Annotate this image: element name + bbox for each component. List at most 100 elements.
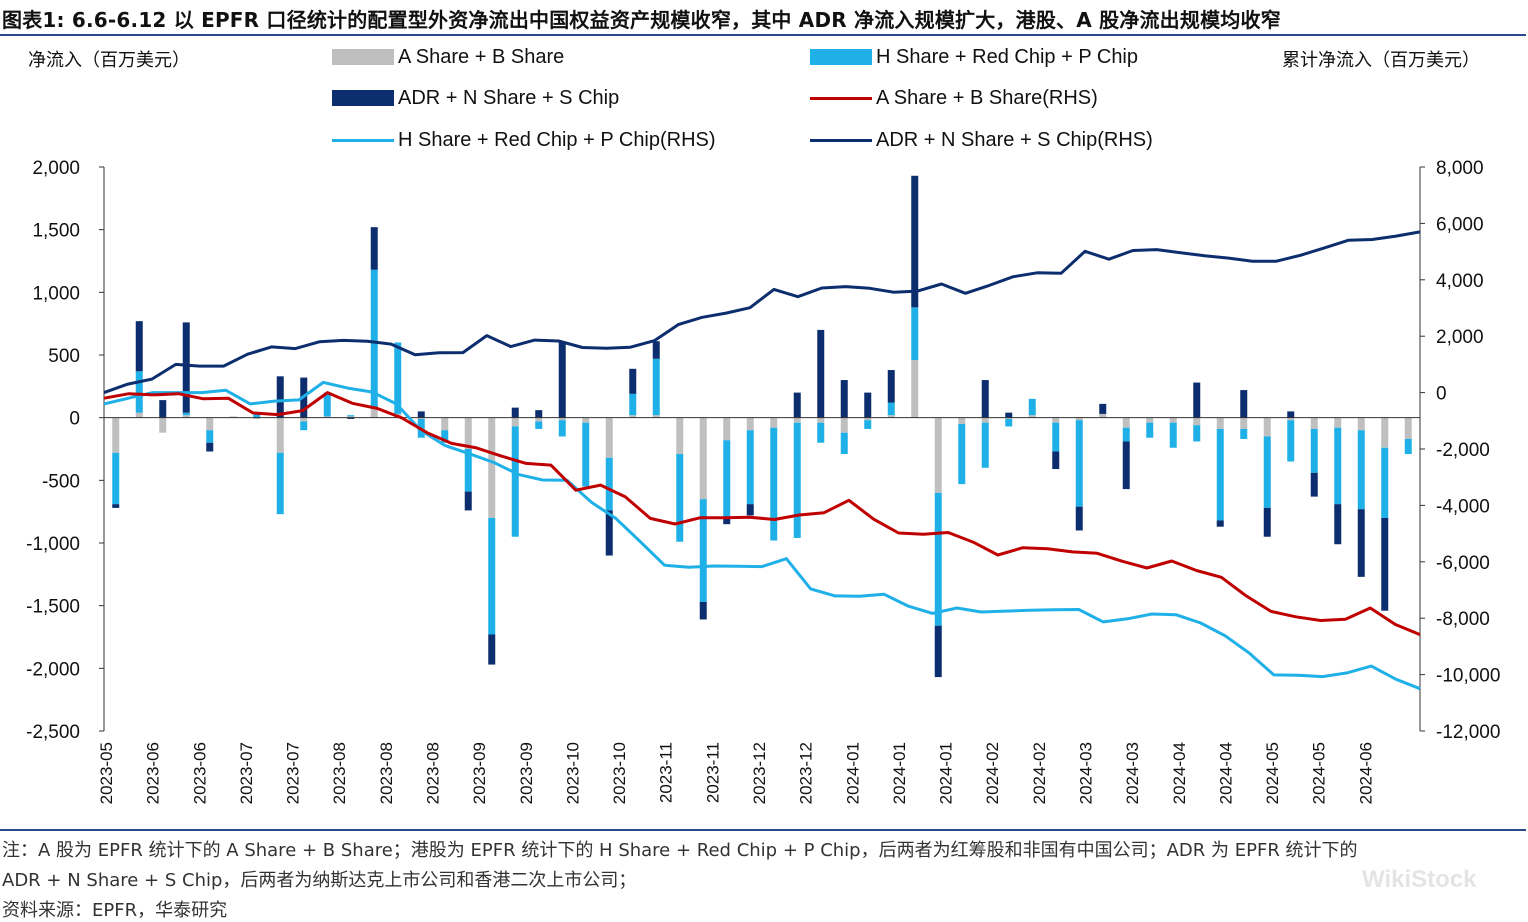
bar-h-share — [535, 421, 543, 429]
right-tick-label: 2,000 — [1436, 327, 1484, 348]
bar-h-share — [1005, 418, 1013, 427]
legend-label-a-share-rhs: A Share + B Share(RHS) — [876, 86, 1098, 109]
x-tick-label: 2024-04 — [1216, 742, 1235, 804]
x-tick-label: 2024-02 — [983, 742, 1002, 804]
bar-h-share — [770, 427, 778, 541]
bar-adr — [1310, 472, 1318, 497]
bar-a-share — [1146, 417, 1154, 423]
bar-adr — [1263, 507, 1271, 537]
bar-a-share — [253, 417, 261, 419]
bar-h-share — [676, 454, 684, 542]
bar-adr — [112, 504, 120, 508]
bar-a-share — [1240, 417, 1248, 429]
x-tick-label: 2023-12 — [797, 742, 816, 804]
bar-a-share — [1287, 417, 1295, 421]
bar-adr — [1381, 517, 1389, 611]
bar-adr — [1005, 412, 1013, 418]
x-tick-label: 2023-08 — [330, 742, 349, 804]
bar-a-share — [323, 416, 331, 418]
legend-swatch-h-share-rhs — [332, 138, 394, 142]
source-note: 资料来源：EPFR，华泰研究 — [2, 900, 228, 921]
right-tick-label: -4,000 — [1436, 496, 1490, 517]
x-tick-label: 2024-03 — [1077, 742, 1096, 804]
bar-a-share — [934, 417, 942, 493]
legend-swatch-adr — [332, 90, 394, 106]
bar-h-share — [699, 499, 707, 602]
x-tick-label: 2024-04 — [1170, 742, 1189, 804]
bar-a-share — [958, 417, 966, 424]
bar-a-share — [511, 417, 519, 427]
right-tick-label: -8,000 — [1436, 609, 1490, 630]
bar-a-share — [1005, 417, 1013, 419]
bar-a-share — [1357, 417, 1365, 431]
bar-a-share — [441, 417, 449, 431]
x-tick-label: 2024-05 — [1263, 742, 1282, 804]
x-tick-label: 2023-10 — [563, 742, 582, 804]
line-h-share-red-chip-p-chip-rhs — [103, 380, 1421, 691]
x-tick-label: 2024-02 — [1030, 742, 1049, 804]
left-tick-label: -1,000 — [26, 534, 80, 555]
bar-h-share — [558, 420, 566, 437]
bar-a-share — [464, 417, 472, 449]
right-tick-label: 6,000 — [1436, 214, 1484, 235]
right-tick-label: 8,000 — [1436, 158, 1484, 179]
bar-adr — [911, 175, 919, 308]
bar-adr — [135, 321, 143, 372]
bar-h-share — [981, 422, 989, 468]
x-tick-label: 2023-09 — [470, 742, 489, 804]
x-tick-label: 2024-01 — [843, 742, 862, 804]
title-bar: 图表1: 6.6-6.12 以 EPFR 口径统计的配置型外资净流出中国权益资产… — [0, 0, 1526, 36]
bar-h-share — [582, 422, 590, 487]
note-line-2: ADR + N Share + S Chip，后两者为纳斯达克上市公司和香港二次… — [2, 870, 637, 891]
bar-a-share — [1122, 417, 1130, 428]
bar-h-share — [934, 492, 942, 626]
bar-h-share — [1028, 398, 1036, 416]
bar-h-share — [464, 449, 472, 492]
bar-a-share — [206, 417, 214, 431]
bar-h-share — [652, 358, 660, 416]
bar-a-share — [911, 360, 919, 418]
legend-item-h-share-rhs: H Share + Red Chip + P Chip(RHS) — [332, 128, 716, 152]
left-tick-label: 0 — [69, 409, 80, 430]
bar-adr — [1287, 411, 1295, 418]
bar-h-share — [746, 430, 754, 505]
bar-h-share — [276, 452, 284, 515]
note-line-1: 注：A 股为 EPFR 统计下的 A Share + B Share；港股为 E… — [2, 840, 1358, 861]
x-tick-label: 2023-08 — [377, 742, 396, 804]
legend-swatch-adr-rhs — [810, 138, 872, 142]
bar-a-share — [535, 417, 543, 422]
bar-h-share — [887, 402, 895, 416]
bar-a-share — [770, 417, 778, 428]
legend-label-adr: ADR + N Share + S Chip — [398, 86, 620, 109]
right-tick-label: -10,000 — [1436, 666, 1500, 687]
legend-swatch-a-share — [332, 49, 394, 65]
bar-h-share — [112, 452, 120, 505]
right-axis-unit: 累计净流入（百万美元） — [1282, 50, 1480, 71]
bar-a-share — [746, 417, 754, 431]
bar-a-share — [135, 412, 143, 418]
bar-h-share — [958, 423, 966, 485]
bar-a-share — [981, 417, 989, 423]
legend-item-adr-rhs: ADR + N Share + S Chip(RHS) — [810, 128, 1153, 152]
bar-h-share — [1052, 422, 1060, 452]
bar-h-share — [323, 392, 331, 417]
bar-a-share — [229, 416, 237, 418]
bar-a-share — [1263, 417, 1271, 437]
legend-swatch-h-share — [810, 49, 872, 65]
left-tick-label: 500 — [48, 346, 80, 367]
bar-adr — [1357, 509, 1365, 577]
bar-adr — [746, 504, 754, 516]
bar-a-share — [1052, 417, 1060, 423]
bar-adr — [488, 634, 496, 665]
bar-adr — [1216, 520, 1224, 527]
bar-adr — [817, 329, 825, 418]
bar-adr — [793, 392, 801, 418]
bar-adr — [981, 380, 989, 418]
left-axis-unit: 净流入（百万美元） — [28, 50, 190, 71]
bar-adr — [934, 625, 942, 678]
bar-adr — [887, 370, 895, 403]
bar-a-share — [652, 415, 660, 418]
line-a-share-b-share-rhs — [103, 391, 1421, 636]
bar-adr — [276, 376, 284, 418]
legend-item-a-share: A Share + B Share — [332, 45, 564, 69]
